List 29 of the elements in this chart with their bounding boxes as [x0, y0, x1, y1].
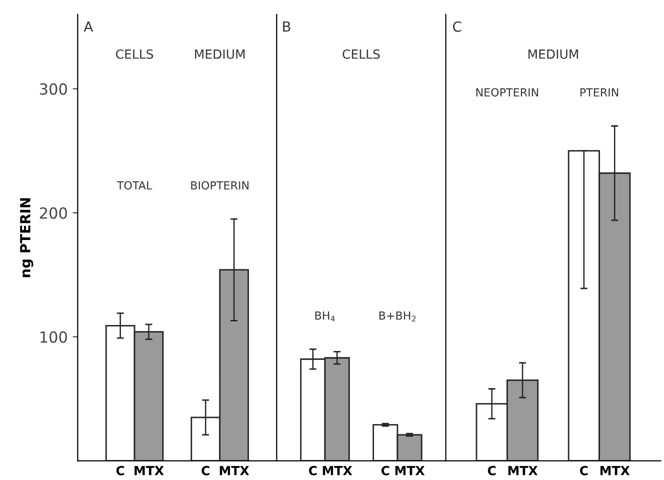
- x-tick-label: MTX: [134, 466, 164, 476]
- annotation: CELLS: [116, 49, 154, 59]
- x-tick-label: MTX: [220, 466, 250, 476]
- annotation: TOTAL: [116, 181, 152, 190]
- annotation: B+BH$_{2}$: [379, 312, 416, 322]
- annotation: MEDIUM: [195, 50, 245, 59]
- x-tick-label: MTX: [600, 466, 630, 476]
- y-tick-label: 300: [40, 83, 67, 95]
- x-tick-label: C: [381, 466, 390, 476]
- x-tick-label: MTX: [395, 466, 425, 476]
- x-tick-label: C: [580, 466, 588, 476]
- annotation: MEDIUM: [528, 50, 578, 59]
- x-tick-label: C: [308, 466, 317, 476]
- annotation: PTERIN: [580, 88, 618, 96]
- chart-title: C: [453, 21, 462, 32]
- annotation: NEOPTERIN: [476, 88, 538, 97]
- x-tick-label: C: [202, 466, 210, 476]
- x-tick-label: MTX: [322, 466, 352, 476]
- annotation: CELLS: [342, 49, 380, 59]
- x-tick-label: MTX: [508, 466, 538, 476]
- x-tick-label: C: [488, 466, 496, 476]
- y-tick-label: 100: [40, 331, 67, 343]
- chart-title: B: [283, 22, 290, 32]
- annotation: BH$_{4}$: [315, 312, 335, 322]
- y-tick-label: 200: [40, 207, 67, 219]
- y-axis-title: ng PTERIN: [20, 198, 34, 278]
- annotation: BIOPTERIN: [191, 181, 248, 190]
- chart-title: A: [84, 22, 94, 32]
- x-tick-label: C: [116, 466, 124, 476]
